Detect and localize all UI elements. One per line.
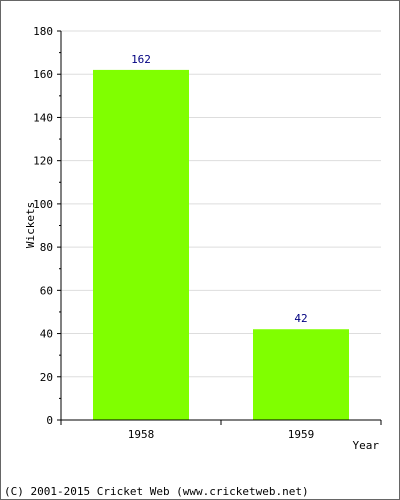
bar-1959 [253, 329, 349, 420]
copyright-notice: (C) 2001-2015 Cricket Web (www.cricketwe… [4, 485, 309, 498]
y-tick-label: 160 [33, 68, 53, 81]
y-tick-label: 120 [33, 155, 53, 168]
y-axis-title: Wickets [24, 202, 37, 248]
y-tick-label: 100 [33, 198, 53, 211]
x-ticks: 1958 1959 [60, 420, 382, 441]
x-axis-title: Year [353, 439, 380, 452]
data-labels: 162 42 [131, 53, 308, 325]
y-tick-label: 0 [46, 414, 53, 427]
x-tick-label: 1959 [288, 428, 315, 441]
y-ticks: 0 20 40 60 80 100 120 140 160 180 [33, 25, 61, 427]
y-tick-label: 80 [40, 241, 53, 254]
bar-1958 [93, 69, 189, 421]
y-tick-label: 180 [33, 25, 53, 38]
data-label-1959: 42 [294, 312, 307, 325]
x-tick-label: 1958 [128, 428, 155, 441]
y-tick-label: 60 [40, 284, 53, 297]
bars [93, 69, 349, 421]
y-tick-label: 40 [40, 328, 53, 341]
y-tick-label: 20 [40, 371, 53, 384]
data-label-1958: 162 [131, 53, 151, 66]
y-tick-label: 140 [33, 111, 53, 124]
